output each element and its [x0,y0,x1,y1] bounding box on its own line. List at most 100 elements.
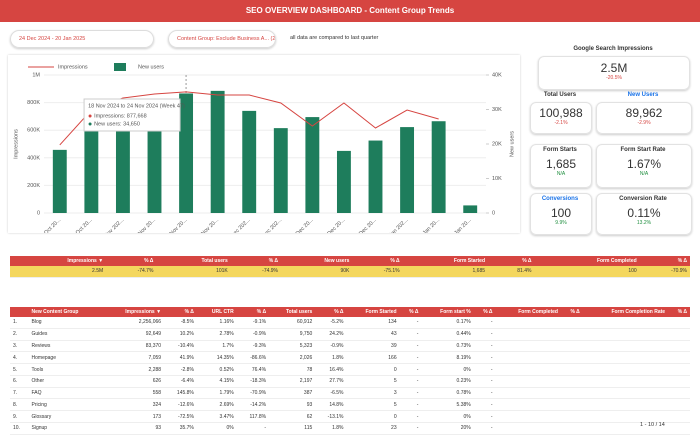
cell: 8. [10,398,29,412]
column-header[interactable]: Form Completion Rate [582,307,669,317]
cell [560,317,583,329]
cell: 2,256,066 [104,317,165,329]
y2-axis-label: New users [509,131,515,157]
y-tick-label: 400K [27,155,40,161]
column-header[interactable]: % Δ [473,307,496,317]
data-row: 9. Glossary 173 -72.5% 3.47% 117.8% 62 -13.1% 0-… [10,410,690,424]
cell: 20% [421,422,474,435]
bar [179,93,194,213]
legend-label: Impressions [58,64,88,70]
cell: 0 [346,410,400,424]
cell [668,317,690,329]
cell: -12.6% [164,398,197,412]
cell: 100 [534,266,640,278]
column-header[interactable]: % Δ [315,307,347,317]
cell [668,398,690,412]
kpi-card: 1,685 N/A [530,144,592,188]
cell: 76.4% [236,363,270,376]
cell: 9. [10,410,29,424]
cell [560,363,583,376]
cell: 1.8% [315,351,347,365]
column-header[interactable]: Impressions ▼ [10,256,107,266]
tooltip-dot [88,122,92,126]
cell [668,340,690,353]
cell: 8.19% [421,351,474,365]
cell: 626 [104,375,165,388]
cell: 3. [10,340,29,353]
column-header[interactable]: % Δ [668,307,690,317]
cell: 62 [269,410,316,424]
cell [495,351,561,365]
index-header [10,307,29,317]
cell [560,422,583,435]
cell: -75.1% [352,266,403,278]
data-row: 4. Homepage 7,059 41.9% 14.35% -86.6% 2,026 1.8… [10,351,690,365]
chart: 0 200K 400K 600K 800K 1M 0 10K 20K 30K 40K Impressi… [8,55,520,233]
bar [463,205,478,213]
cell: Glossary [28,410,105,424]
kpi-card: 1.67% N/A [596,144,692,188]
cell: -10.4% [164,340,197,353]
cell: -72.5% [164,410,197,424]
column-header[interactable]: % Δ [560,307,583,317]
cell: Homepage [28,351,105,365]
column-header[interactable]: Total users [156,256,231,266]
column-header[interactable]: Form Started [402,256,489,266]
cell [495,317,561,329]
column-header[interactable]: Form Started [346,307,400,317]
cell: 115 [269,422,316,435]
cell [560,375,583,388]
delta: -2.9% [637,120,651,126]
cell: 1.16% [196,317,237,329]
pagination[interactable]: 1 - 10 / 14 [640,422,665,428]
cell: 2.5M [10,266,107,278]
cell: -0.9% [236,328,270,341]
date-picker[interactable]: 24 Dec 2024 - 20 Jan 2025 [10,30,154,48]
title: Conversion Rate [619,196,667,202]
cell: 0% [421,410,474,424]
cell: - [399,387,422,400]
delta: -20.5% [606,75,622,81]
column-header[interactable]: % Δ [230,256,281,266]
cell: 145.8% [164,387,197,400]
cell: 0 [346,363,400,376]
cell [560,328,583,341]
column-header[interactable]: % Δ [164,307,197,317]
data-row: 5. Tools 2,288 -2.8% 0.52% 76.4% 78 16.4% 0-0% - [10,363,690,376]
cell [582,387,669,400]
cell: 0.23% [421,375,474,388]
column-header[interactable]: % Δ [488,256,535,266]
cell: - [399,317,422,329]
column-header[interactable]: % Δ [236,307,270,317]
cell: -8.5% [164,317,197,329]
column-header[interactable]: Form Completed [495,307,561,317]
filter-dropdown[interactable]: Content Group: Exclude Business A... (2) [168,30,276,48]
cell: 3.47% [196,410,237,424]
data-row: 2.5M -74.7% 101K -74.9% 90K -75.1% 1,685 81.4% 1… [10,266,690,278]
y2-tick-label: 0 [492,210,495,216]
cell: -2.8% [164,363,197,376]
cell: -74.9% [230,266,281,278]
column-header[interactable]: Form Completed [534,256,640,266]
column-header[interactable]: % Δ [352,256,403,266]
kpi-card: 2.5M -20.5% [538,56,690,90]
column-header[interactable]: New Content Group [28,307,105,317]
value: 89,962 [625,106,663,120]
column-header[interactable]: % Δ [399,307,422,317]
column-header[interactable]: Form start % [421,307,474,317]
value: 1,685 [545,157,577,171]
bar [305,117,320,213]
column-header[interactable]: URL CTR [196,307,237,317]
column-header[interactable]: % Δ [106,256,157,266]
column-header[interactable]: % Δ [639,256,690,266]
delta: 13.2% [636,220,652,226]
column-header[interactable]: Impressions ▼ [104,307,165,317]
line [59,91,439,146]
cell: Guides [28,328,105,341]
value: 100 [550,206,572,220]
cell [582,328,669,341]
column-header[interactable]: New users [281,256,353,266]
cell: 41.9% [164,351,197,365]
column-header[interactable]: Total users [269,307,316,317]
